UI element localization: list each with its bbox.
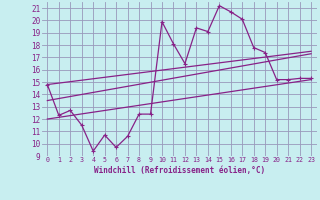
X-axis label: Windchill (Refroidissement éolien,°C): Windchill (Refroidissement éolien,°C) bbox=[94, 166, 265, 175]
